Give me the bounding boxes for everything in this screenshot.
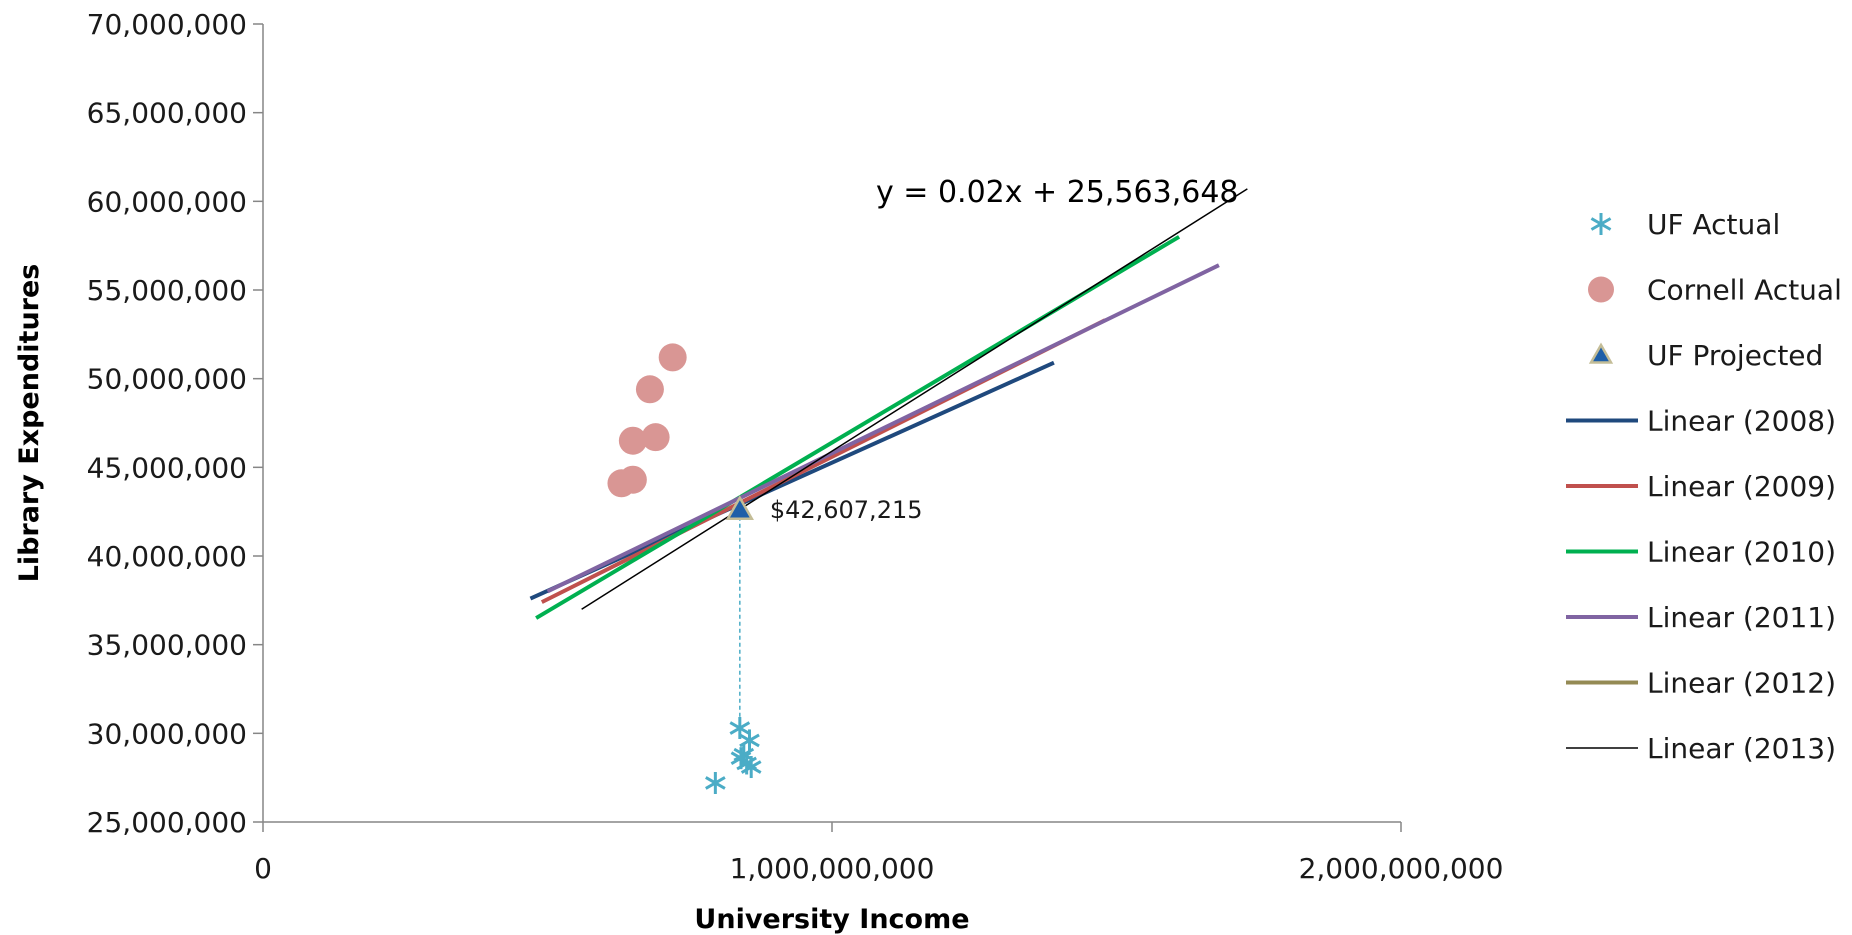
data-point-cornell-actual xyxy=(658,343,687,372)
legend-label: Linear (2012) xyxy=(1647,667,1836,700)
x-tick-label: 2,000,000,000 xyxy=(1299,852,1504,885)
y-axis-title: Library Expenditures xyxy=(14,264,45,583)
data-point-uf-actual xyxy=(730,747,752,770)
trendline-linear-2013 xyxy=(581,188,1248,610)
legend-marker-cornell-actual xyxy=(1588,276,1614,303)
x-axis-title: University Income xyxy=(694,904,969,935)
x-tick-label: 1,000,000,000 xyxy=(730,852,935,885)
legend-label: UF Projected xyxy=(1647,339,1823,372)
y-tick-label: 55,000,000 xyxy=(87,274,247,307)
projected-value-label: $42,607,215 xyxy=(770,496,923,524)
data-point-cornell-actual xyxy=(618,426,647,455)
legend-label: Linear (2010) xyxy=(1647,536,1836,569)
y-tick-label: 35,000,000 xyxy=(87,629,247,662)
legend-label: Linear (2009) xyxy=(1647,470,1836,503)
data-point-cornell-actual xyxy=(635,375,664,404)
legend-label: Linear (2013) xyxy=(1647,732,1836,765)
data-point-uf-projected xyxy=(725,495,754,521)
legend-label: Linear (2011) xyxy=(1647,601,1836,634)
data-point-uf-actual xyxy=(705,771,726,794)
trendline-linear-2011 xyxy=(546,263,1220,594)
y-tick-label: 65,000,000 xyxy=(87,97,247,130)
legend-marker-uf-actual xyxy=(1590,213,1612,235)
legend-label: Cornell Actual xyxy=(1647,274,1842,307)
legend-label: Linear (2008) xyxy=(1647,405,1836,438)
legend-label: UF Actual xyxy=(1647,208,1780,241)
data-point-cornell-actual xyxy=(618,465,647,494)
y-tick-label: 25,000,000 xyxy=(87,806,247,839)
y-tick-label: 45,000,000 xyxy=(87,451,247,484)
y-tick-label: 30,000,000 xyxy=(87,717,247,750)
x-tick-label: 0 xyxy=(254,852,272,885)
y-tick-label: 70,000,000 xyxy=(87,8,247,41)
data-point-cornell-actual xyxy=(641,423,670,452)
y-tick-label: 40,000,000 xyxy=(87,540,247,573)
trendline-equation: y = 0.02x + 25,563,648 xyxy=(876,175,1239,210)
y-tick-label: 50,000,000 xyxy=(87,363,247,396)
y-tick-label: 60,000,000 xyxy=(87,185,247,218)
data-point-uf-actual xyxy=(740,756,762,779)
legend-marker-uf-projected xyxy=(1588,342,1614,364)
